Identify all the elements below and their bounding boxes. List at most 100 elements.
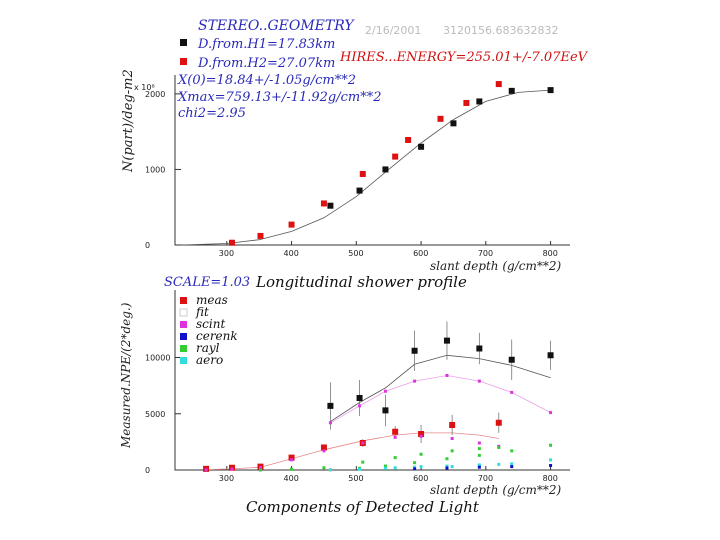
longitudinal-profile-chart: 300 400 500 600 700 800 0 1000 2000 N(part)/deg-…	[121, 69, 570, 273]
bottom-aero-point	[497, 462, 501, 466]
bottom-scint-point	[358, 404, 362, 408]
bottom-scint-point	[361, 441, 365, 445]
energy-label: HIRES...ENERGY=255.01+/-7.07EeV	[339, 50, 589, 65]
bottom-meas-h2-point	[418, 431, 425, 437]
bottom-cerenk-point	[549, 464, 553, 467]
top-h2-point	[405, 136, 412, 143]
legend-rayl-label: rayl	[196, 341, 220, 355]
bottom-scint-point	[477, 379, 481, 383]
top-h2-point	[288, 221, 295, 228]
top-h2-point	[359, 170, 366, 177]
bottom-rayl-point	[413, 461, 417, 465]
h1-marker-icon	[180, 39, 187, 46]
fit-xmax-label: Xmax=759.13+/-11.92g/cm**2	[177, 90, 382, 105]
bottom-aero-point	[328, 468, 332, 472]
top-chart-title: Longitudinal shower profile	[255, 273, 467, 291]
bottom-aero-point	[413, 465, 417, 469]
y-tick-label: 0	[145, 241, 150, 250]
x-tick-label: 300	[219, 474, 234, 483]
x-tick-label: 700	[478, 249, 493, 258]
bottom-meas-h1-point	[356, 395, 363, 401]
x-tick-label: 500	[348, 474, 363, 483]
bottom-aero-point	[445, 464, 449, 468]
bottom-cerenk-point	[510, 465, 514, 469]
top-chart-marks	[181, 81, 554, 246]
x-tick-label: 800	[543, 474, 558, 483]
top-x-axis-label: slant depth (g/cm**2)	[430, 259, 561, 273]
x-tick-label: 500	[348, 249, 363, 258]
legend-scint-label: scint	[196, 317, 225, 331]
top-h1-point	[450, 120, 457, 127]
top-h1-point	[476, 98, 483, 105]
top-h1-point	[418, 143, 425, 150]
top-h2-point	[495, 81, 502, 88]
top-h2-point	[228, 239, 235, 246]
bottom-meas-h1-point	[547, 352, 554, 359]
bottom-meas-h2-point	[392, 428, 399, 435]
fit-chi2-label: chi2=2.95	[178, 106, 246, 121]
bottom-scint-point	[322, 449, 326, 453]
distance-h1-label: D.from.H1=17.83km	[197, 37, 335, 52]
legend-fit-label: fit	[195, 305, 209, 319]
x-tick-label: 700	[478, 474, 493, 483]
bottom-scint-point	[204, 468, 208, 472]
bottom-rayl-point	[445, 457, 449, 461]
bottom-meas-h1-point	[382, 407, 389, 414]
top-chart-ticks: 300 400 500 600 700 800 0 1000 2000	[145, 90, 558, 258]
bottom-y-axis-label: Measured.NPE/(2*deg.)	[119, 302, 133, 449]
legend-meas-label: meas	[196, 293, 228, 307]
fit-x0-label: X(0)=18.84+/-1.05g/cm**2	[177, 73, 356, 88]
bottom-rayl-point	[290, 467, 294, 471]
bottom-fit-scint-line	[330, 375, 551, 424]
bottom-rayl-point	[477, 453, 481, 457]
legend-fit-swatch	[179, 308, 188, 317]
bottom-scint-point	[477, 441, 481, 445]
bottom-rayl-point	[497, 446, 501, 449]
bottom-rayl-point	[322, 466, 326, 470]
bottom-scint-point	[419, 434, 423, 438]
bottom-scint-point	[393, 435, 397, 439]
bottom-scint-point	[383, 389, 387, 393]
bottom-rayl-point	[549, 443, 553, 447]
bottom-chart-marks	[203, 321, 554, 472]
bottom-rayl-point	[419, 452, 423, 456]
bottom-meas-h1-point	[508, 356, 515, 363]
bottom-aero-point	[510, 462, 514, 466]
bottom-aero-point	[419, 465, 423, 469]
legend-aero-swatch	[180, 357, 187, 364]
y-exponent-label: x 10⁸	[134, 83, 155, 92]
bottom-scint-point	[549, 411, 553, 415]
bottom-rayl-point	[258, 468, 262, 472]
bottom-cerenk-point	[445, 466, 449, 470]
top-y-axis-label: N(part)/deg-m2	[121, 69, 136, 173]
detected-light-chart: 300 400 500 600 700 800 0 5000 10000 Measured.NP…	[119, 290, 570, 497]
y-tick-label: 1000	[145, 165, 165, 174]
bottom-meas-h1-point	[327, 402, 334, 409]
top-h2-point	[463, 99, 470, 106]
x-tick-label: 600	[413, 249, 428, 258]
time-readout: 3120156.683632832	[443, 24, 558, 37]
bottom-meas-h1-point	[476, 345, 483, 352]
legend-aero-label: aero	[196, 353, 223, 367]
bottom-meas-h2-point	[320, 444, 327, 451]
x-tick-label: 300	[219, 249, 234, 258]
bottom-aero-point	[383, 466, 387, 470]
bottom-x-axis-label: slant depth (g/cm**2)	[430, 483, 561, 497]
bottom-rayl-point	[361, 460, 365, 464]
bottom-scint-point	[258, 466, 262, 470]
top-fit-line	[181, 89, 551, 246]
bottom-rayl-point	[510, 449, 514, 453]
bottom-meas-h2-point	[495, 419, 502, 426]
h2-marker-icon	[180, 58, 187, 65]
top-h2-point	[320, 200, 327, 207]
bottom-cerenk-point	[413, 467, 417, 471]
y-tick-label: 0	[145, 466, 150, 475]
bottom-aero-point	[450, 465, 454, 469]
top-h1-point	[327, 202, 334, 209]
bottom-rayl-point	[383, 464, 387, 468]
scale-label: SCALE=1.03	[164, 275, 250, 290]
bottom-scint-point	[450, 437, 454, 440]
x-tick-label: 600	[413, 474, 428, 483]
